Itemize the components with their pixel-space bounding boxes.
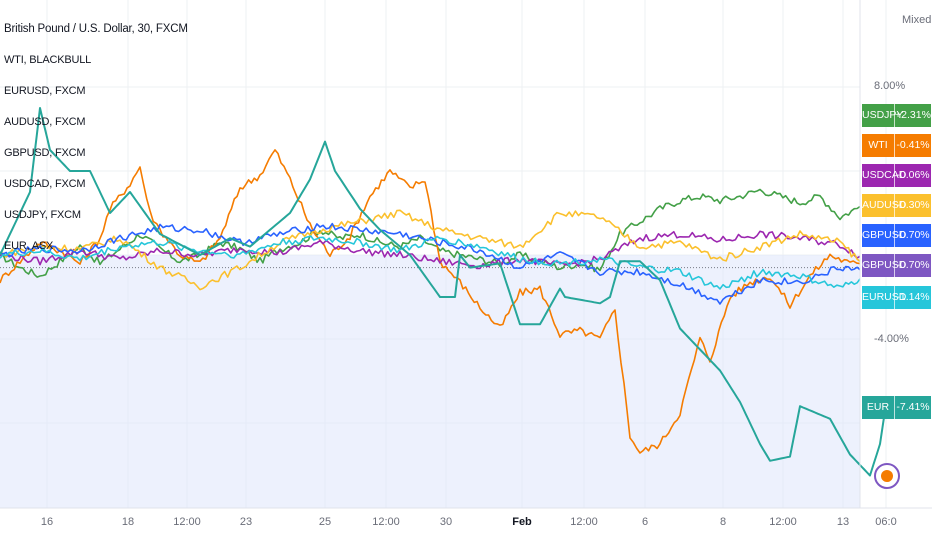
legend-item-eurusd[interactable]: EURUSD, FXCM bbox=[4, 85, 86, 97]
x-tick-label: 18 bbox=[121, 516, 135, 528]
price-badge-eur: EUR -7.41% bbox=[862, 396, 931, 419]
series-line-wti[interactable] bbox=[0, 149, 861, 454]
x-tick-label: 25 bbox=[318, 516, 332, 528]
legend-item-eur[interactable]: EUR, ASX bbox=[4, 240, 54, 252]
price-badge-usdcad: USDCAD -0.06% bbox=[862, 164, 931, 187]
series-line-usdcad[interactable] bbox=[0, 230, 861, 270]
y-tick-bottom: -4.00% bbox=[874, 333, 909, 345]
x-tick-label: 12:00 bbox=[769, 516, 797, 528]
price-badge-symbol: EURUSD bbox=[862, 286, 906, 309]
price-badge-value: +2.31% bbox=[895, 109, 931, 121]
main-series-area bbox=[0, 255, 860, 508]
price-badge-symbol: GBPUSD bbox=[862, 254, 906, 277]
x-tick-label: 23 bbox=[239, 516, 253, 528]
price-badge-symbol: USDJPY bbox=[862, 104, 903, 127]
x-tick-label: 12:00 bbox=[372, 516, 400, 528]
logo-inner-icon bbox=[881, 470, 893, 482]
price-badge-wti: WTI -0.41% bbox=[862, 134, 931, 157]
x-tick-label: Feb bbox=[512, 516, 532, 528]
price-badge-gbpusd: GBPUSD -0.70% bbox=[862, 224, 931, 247]
legend-item-gbpusd[interactable]: GBPUSD, FXCM bbox=[4, 147, 86, 159]
x-tick-label: 30 bbox=[439, 516, 453, 528]
series-line-usdjpy[interactable] bbox=[0, 188, 861, 278]
price-badge-value: -0.06% bbox=[896, 169, 930, 181]
price-badge-symbol: WTI bbox=[862, 134, 895, 157]
price-badge-audusd: AUDUSD -0.30% bbox=[862, 194, 931, 217]
price-badge-symbol: EUR bbox=[862, 396, 895, 419]
series-line-audusd[interactable] bbox=[0, 209, 861, 291]
price-badge-usdjpy: USDJPY +2.31% bbox=[862, 104, 931, 127]
price-badge-symbol: AUDUSD bbox=[862, 194, 906, 217]
x-tick-label: 12:00 bbox=[570, 516, 598, 528]
price-badge-value: -0.70% bbox=[896, 259, 930, 271]
legend-item-main[interactable]: British Pound / U.S. Dollar, 30, FXCM bbox=[4, 23, 188, 35]
price-badge-value: -0.41% bbox=[896, 139, 930, 151]
x-tick-label: 8 bbox=[719, 516, 727, 528]
price-badge-symbol: USDCAD bbox=[862, 164, 906, 187]
x-tick-label: 12:00 bbox=[173, 516, 201, 528]
x-tick-label: 13 bbox=[836, 516, 850, 528]
x-tick-label: 6 bbox=[641, 516, 649, 528]
price-badge-value: -0.30% bbox=[896, 199, 930, 211]
legend-item-usdcad[interactable]: USDCAD, FXCM bbox=[4, 178, 86, 190]
legend-item-audusd[interactable]: AUDUSD, FXCM bbox=[4, 116, 86, 128]
scale-mode-label[interactable]: Mixed bbox=[902, 14, 932, 26]
price-badge-eurusd: EURUSD -1.14% bbox=[862, 286, 931, 309]
price-badge-gbpusd: GBPUSD -0.70% bbox=[862, 254, 931, 277]
legend: British Pound / U.S. Dollar, 30, FXCM WT… bbox=[4, 22, 188, 270]
x-tick-label: 06:0 bbox=[875, 516, 897, 528]
x-tick-label: 16 bbox=[40, 516, 54, 528]
series-line-gbpusd[interactable] bbox=[0, 222, 861, 305]
y-tick-top: 8.00% bbox=[874, 80, 906, 92]
series-line-eur[interactable] bbox=[0, 107, 886, 477]
series-line-eurusd[interactable] bbox=[0, 235, 861, 290]
price-badge-symbol: GBPUSD bbox=[862, 224, 906, 247]
price-badge-value: -0.70% bbox=[896, 229, 930, 241]
legend-item-wti[interactable]: WTI, BLACKBULL bbox=[4, 54, 92, 66]
legend-item-usdjpy[interactable]: USDJPY, FXCM bbox=[4, 209, 81, 221]
price-badge-value: -1.14% bbox=[896, 291, 930, 303]
price-badge-value: -7.41% bbox=[896, 401, 930, 413]
